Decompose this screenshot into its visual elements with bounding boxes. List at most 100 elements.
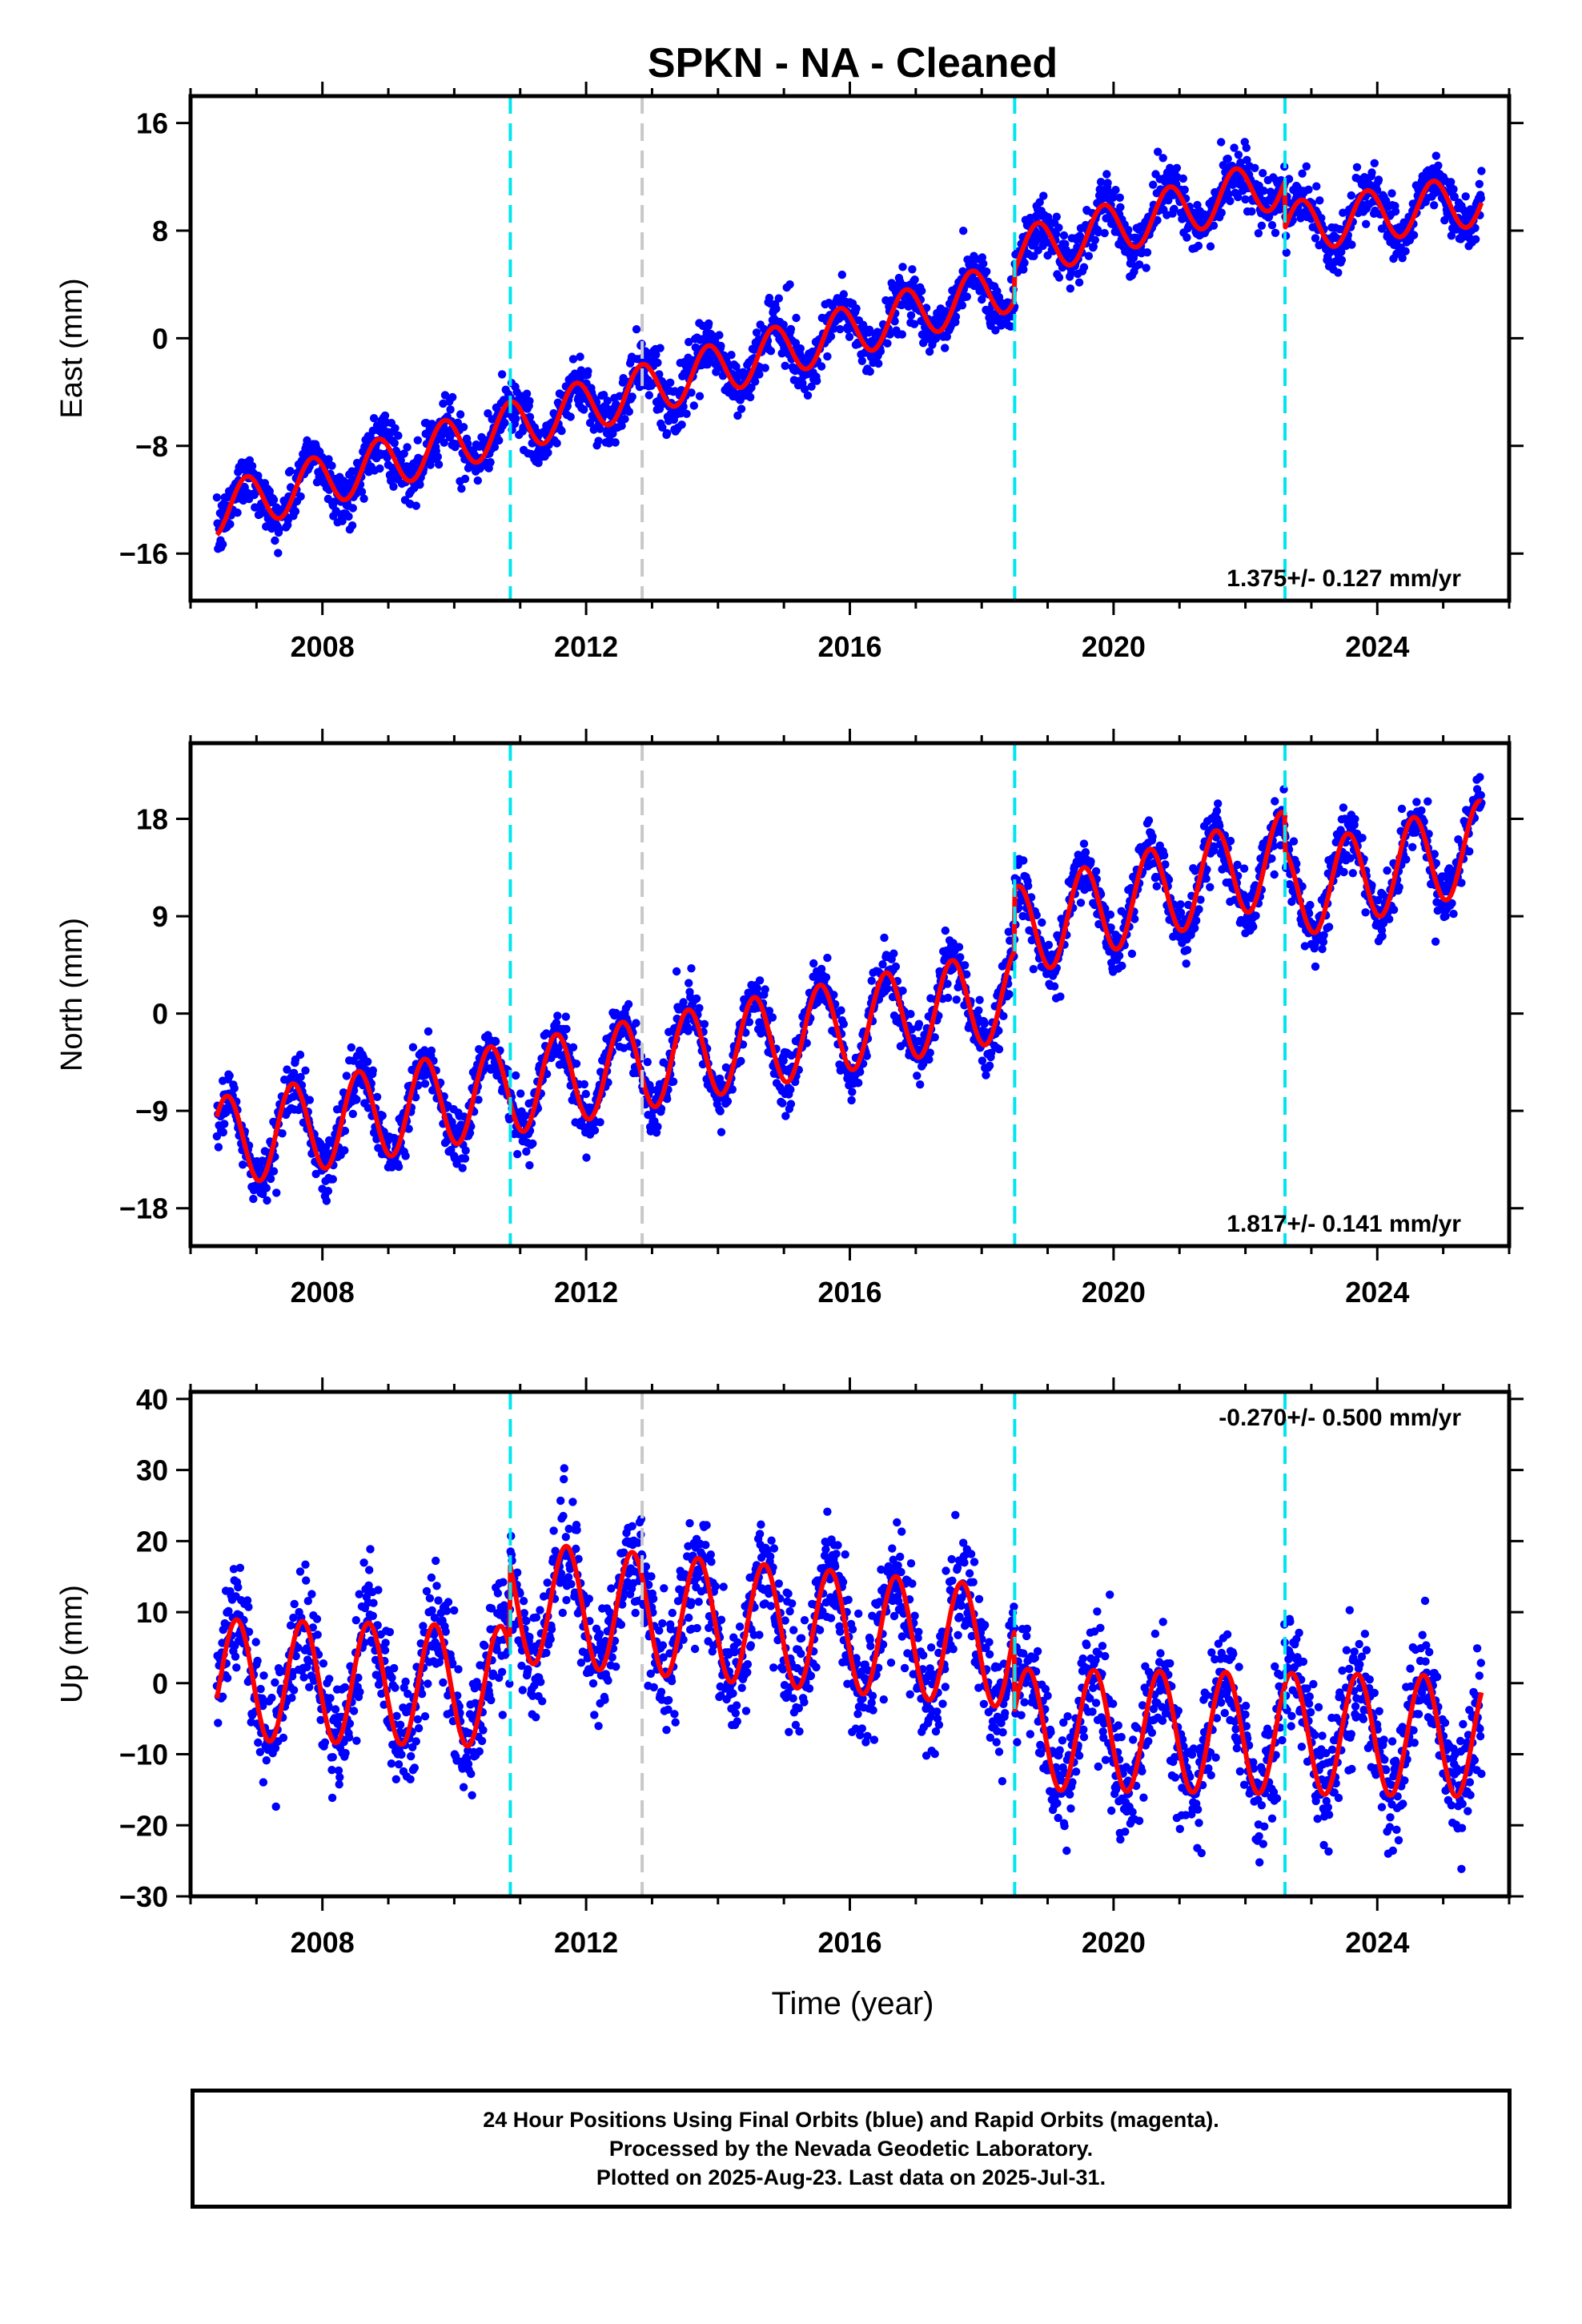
north-data-point: [1019, 856, 1028, 865]
east-data-point: [653, 358, 662, 368]
north-data-point: [401, 1152, 410, 1160]
north-data-point: [1417, 806, 1426, 815]
east-data-point: [448, 392, 457, 402]
east-data-point: [705, 319, 713, 328]
east-data-point: [473, 476, 482, 485]
east-data-point: [1154, 147, 1162, 156]
east-data-points: [212, 138, 1486, 557]
east-data-point: [1178, 174, 1188, 183]
east-data-point: [1096, 178, 1106, 187]
north-data-point: [1431, 937, 1440, 947]
north-data-point: [1192, 916, 1201, 925]
east-data-point: [885, 330, 894, 339]
north-data-point: [1465, 847, 1474, 856]
north-data-point: [880, 933, 889, 943]
east-data-point: [761, 364, 769, 372]
north-data-point: [363, 1057, 372, 1067]
north-data-point: [562, 1024, 571, 1034]
north-data-point: [212, 1132, 222, 1141]
east-data-point: [1347, 191, 1356, 200]
north-data-point: [342, 1072, 351, 1080]
east-y-tick-label: 0: [152, 322, 168, 355]
east-data-point: [1337, 247, 1346, 256]
north-x-tick-label: 2012: [554, 1276, 618, 1309]
east-data-point: [1219, 161, 1228, 170]
east-data-point: [296, 492, 305, 501]
east-data-point: [941, 344, 950, 352]
east-data-point: [1374, 175, 1383, 184]
east-data-point: [908, 265, 917, 274]
up-data-point: [232, 1663, 241, 1672]
north-data-point: [1423, 797, 1432, 806]
east-data-point: [1059, 231, 1069, 240]
north-data-point: [266, 1174, 275, 1184]
east-data-point: [338, 517, 347, 525]
north-data-point: [1311, 962, 1320, 971]
north-data-point: [1182, 946, 1192, 955]
east-data-point: [1180, 185, 1189, 195]
north-data-point: [994, 1045, 1004, 1054]
north-data-points: [212, 773, 1486, 1205]
north-data-point: [1114, 951, 1124, 960]
east-data-point: [303, 436, 311, 445]
north-data-point: [1159, 850, 1169, 860]
east-data-point: [695, 392, 705, 400]
east-data-point: [580, 405, 588, 414]
east-data-point: [1090, 235, 1100, 244]
east-data-point: [633, 374, 643, 383]
east-data-point: [813, 376, 821, 385]
east-data-point: [1030, 251, 1038, 260]
east-data-point: [1259, 187, 1268, 195]
east-data-point: [951, 312, 961, 321]
east-data-point: [1387, 189, 1396, 198]
north-data-point: [695, 1003, 704, 1013]
east-data-point: [682, 409, 691, 418]
east-data-point: [1054, 273, 1064, 282]
north-data-point: [1378, 931, 1387, 941]
north-data-point: [460, 1154, 470, 1163]
east-data-point: [484, 409, 492, 418]
north-data-point: [889, 949, 898, 958]
east-data-point: [876, 347, 885, 356]
north-data-point: [590, 1126, 600, 1135]
north-data-point: [1339, 803, 1348, 812]
north-data-point: [985, 1061, 994, 1070]
north-data-point: [568, 1043, 578, 1052]
north-data-point: [1226, 836, 1235, 846]
east-data-point: [1337, 255, 1347, 264]
north-data-point: [348, 1109, 357, 1119]
east-data-point: [925, 347, 934, 356]
east-data-point: [212, 493, 222, 502]
east-data-point: [357, 487, 367, 497]
north-data-point: [974, 1006, 983, 1015]
north-data-point: [1038, 918, 1046, 927]
north-x-tick-label: 2008: [291, 1276, 355, 1309]
east-y-axis-label: East (mm): [55, 278, 89, 418]
east-data-point: [557, 426, 566, 436]
north-data-point: [891, 962, 901, 971]
east-data-point: [434, 460, 444, 469]
north-data-point: [522, 1147, 531, 1156]
east-data-point: [1257, 221, 1267, 230]
north-y-tick-label: 18: [136, 803, 168, 836]
east-data-point: [390, 439, 399, 448]
north-y-axis-label: North (mm): [55, 918, 89, 1072]
east-data-point: [1236, 158, 1245, 167]
east-data-point: [1019, 265, 1028, 274]
north-data-point: [219, 1128, 227, 1137]
east-data-point: [737, 404, 746, 413]
east-data-point: [552, 439, 561, 448]
east-data-point: [426, 460, 435, 469]
north-data-point: [1351, 814, 1359, 823]
up-data-point: [223, 1674, 232, 1683]
north-data-point: [1239, 864, 1249, 873]
east-data-point: [666, 378, 675, 387]
east-data-point: [359, 494, 368, 503]
east-data-point: [1020, 259, 1029, 267]
east-data-point: [446, 405, 455, 414]
east-data-point: [1234, 151, 1243, 159]
east-data-point: [1224, 190, 1233, 199]
east-data-point: [826, 332, 836, 341]
